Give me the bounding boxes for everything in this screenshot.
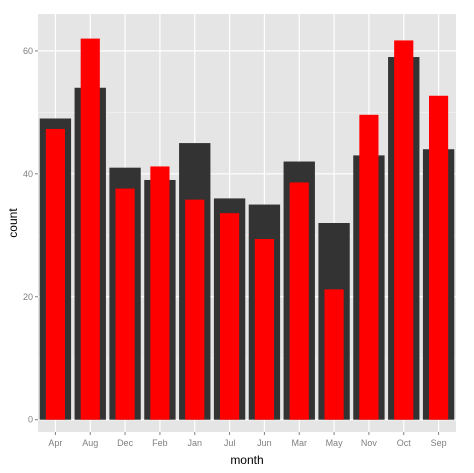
- x-axis-ticks: Apr Aug Dec Feb Jan Jul Jun Mar May Nov Oct Sep: [48, 432, 447, 448]
- y-tick-label: 0: [28, 415, 33, 425]
- x-tick-label-oct: Oct: [397, 438, 412, 448]
- x-tick-label-apr: Apr: [48, 438, 62, 448]
- bar-red-mar: [289, 182, 309, 420]
- bar-red-apr: [45, 128, 65, 420]
- x-tick-label-jun: Jun: [257, 438, 272, 448]
- y-tick-label: 60: [23, 46, 33, 56]
- bar-red-oct: [394, 40, 414, 420]
- x-tick-label-aug: Aug: [82, 438, 98, 448]
- bar-red-aug: [80, 38, 100, 420]
- x-tick-label-mar: Mar: [292, 438, 308, 448]
- bar-red-feb: [150, 166, 170, 420]
- x-tick-label-jan: Jan: [187, 438, 202, 448]
- bar-red-nov: [359, 114, 379, 420]
- x-tick-label-sep: Sep: [431, 438, 447, 448]
- y-tick-label: 20: [23, 292, 33, 302]
- x-tick-label-may: May: [326, 438, 344, 448]
- y-axis-title: count: [6, 208, 20, 238]
- plot-panel: [38, 14, 456, 432]
- bars: [39, 38, 455, 420]
- bar-red-jun: [254, 238, 274, 420]
- bar-red-sep: [429, 95, 449, 420]
- x-tick-label-feb: Feb: [152, 438, 168, 448]
- x-axis-title: month: [230, 453, 263, 467]
- y-tick-label: 40: [23, 169, 33, 179]
- bar-red-jul: [220, 213, 240, 420]
- bar-red-jan: [185, 199, 205, 420]
- x-tick-label-dec: Dec: [117, 438, 134, 448]
- bar-red-dec: [115, 188, 135, 420]
- bar-red-may: [324, 289, 344, 420]
- x-tick-label-nov: Nov: [361, 438, 378, 448]
- x-tick-label-jul: Jul: [224, 438, 236, 448]
- y-axis-ticks: 0 20 40 60: [23, 46, 38, 425]
